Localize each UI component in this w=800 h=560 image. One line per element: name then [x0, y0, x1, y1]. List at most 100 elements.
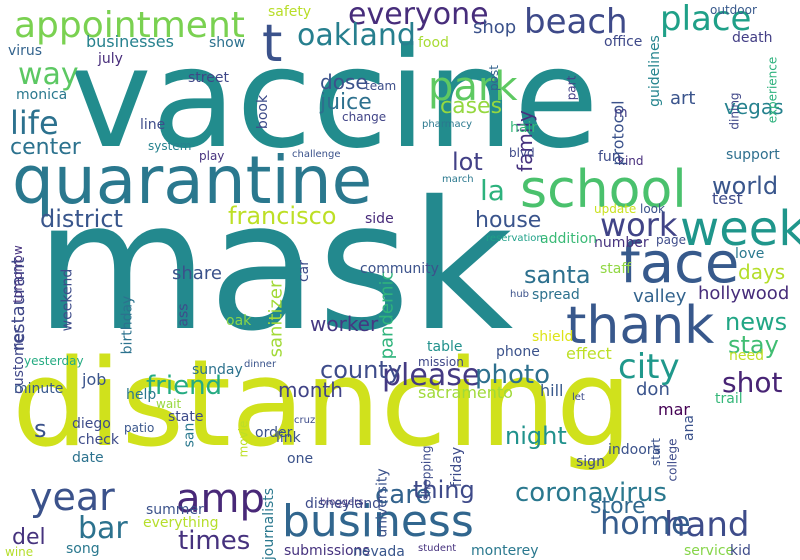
- word-shop: shop: [473, 17, 517, 38]
- word-monterey: monterey: [471, 543, 539, 559]
- word-part: part: [563, 75, 578, 100]
- word-line: line: [140, 117, 166, 133]
- word-link: link: [276, 430, 301, 446]
- word-world: world: [712, 172, 779, 200]
- word-francisco: francisco: [228, 202, 337, 230]
- word-pandemic: pandemic: [375, 270, 397, 359]
- word-outdoor: outdoor: [710, 3, 757, 17]
- word-school: school: [520, 160, 687, 220]
- word-san: san: [180, 422, 197, 447]
- word-student: student: [418, 543, 457, 554]
- word-juice: juice: [320, 90, 372, 115]
- word-show: show: [209, 35, 246, 51]
- word-coronavirus: coronavirus: [515, 478, 667, 508]
- word-share: share: [172, 263, 222, 284]
- word-dining: dining: [727, 91, 742, 130]
- word-days: days: [738, 260, 786, 284]
- word-test: test: [712, 189, 743, 208]
- word-don: don: [636, 379, 670, 400]
- word-change: change: [342, 110, 387, 124]
- word-dinner: dinner: [244, 359, 277, 370]
- word-reservation: reservation: [486, 233, 543, 244]
- word-la: la: [480, 174, 505, 207]
- word-update: update: [594, 202, 637, 216]
- word-friend: friend: [146, 371, 223, 401]
- word-care: care: [375, 480, 432, 510]
- word-kind: kind: [618, 154, 644, 168]
- word-support: support: [726, 147, 780, 163]
- word-journalists: journalists: [261, 487, 278, 560]
- word-look: look: [640, 202, 665, 216]
- word-cases: cases: [440, 94, 503, 119]
- word-spread: spread: [532, 287, 580, 303]
- word-everyone: everyone: [348, 0, 489, 32]
- word-mission: mission: [418, 355, 464, 369]
- word-center: center: [10, 135, 81, 160]
- word-disneyland: disneyland: [305, 496, 382, 512]
- word-valley: valley: [633, 286, 687, 307]
- word-community: community: [360, 261, 439, 277]
- word-santa: santa: [524, 261, 591, 289]
- word-addition: addition: [540, 231, 598, 247]
- word-cruz: cruz: [294, 415, 316, 426]
- word-hollywood: hollywood: [698, 283, 790, 304]
- word-hair: hair: [510, 120, 538, 136]
- word-bar: bar: [78, 511, 128, 546]
- word-safety: safety: [268, 4, 312, 20]
- word-nevada: nevada: [353, 544, 405, 560]
- word-love: love: [735, 246, 765, 262]
- word-art: art: [670, 88, 696, 109]
- word-t: t: [262, 14, 283, 74]
- word-one: one: [287, 451, 314, 467]
- word-store: store: [590, 494, 646, 519]
- word-thank: thank: [566, 296, 715, 356]
- word-times: times: [178, 526, 251, 556]
- word-sign: sign: [576, 454, 605, 470]
- word-let: let: [572, 392, 585, 403]
- word-way: way: [18, 57, 79, 92]
- word-effect: effect: [566, 344, 612, 363]
- word-dose: dose: [320, 70, 368, 94]
- word-number: number: [594, 235, 649, 251]
- word-weekend: weekend: [58, 268, 75, 331]
- word-ass: ass: [175, 302, 192, 327]
- word-car: car: [296, 259, 313, 283]
- word-post: post: [486, 65, 501, 91]
- word-birthday: birthday: [118, 295, 135, 354]
- word-worker: worker: [310, 312, 379, 336]
- word-distancing: distancing: [12, 335, 633, 474]
- word-year: year: [30, 475, 115, 519]
- word-trail: trail: [715, 391, 743, 407]
- word-work: work: [600, 206, 678, 244]
- word-virus: virus: [8, 43, 43, 59]
- word-mar: mar: [658, 400, 690, 419]
- word-district: district: [40, 205, 123, 233]
- word-pharmacy: pharmacy: [422, 119, 473, 130]
- word-please: please: [382, 358, 481, 393]
- word-phone: phone: [496, 344, 540, 360]
- word-shield: shield: [532, 329, 574, 345]
- word-wine: wine: [5, 545, 34, 559]
- word-businesses: businesses: [86, 32, 174, 51]
- word-hill: hill: [540, 381, 564, 400]
- word-march: march: [442, 174, 474, 185]
- word-del: del: [12, 525, 46, 550]
- word-everything: everything: [143, 515, 219, 531]
- word-vegas: vegas: [724, 95, 784, 119]
- word-life: life: [10, 104, 59, 142]
- word-appointment: appointment: [14, 5, 245, 46]
- word-death: death: [732, 30, 773, 46]
- word-fun: fun: [598, 149, 621, 165]
- word-hub: hub: [510, 289, 530, 300]
- word-photo: photo: [475, 360, 550, 390]
- word-thing: thing: [413, 476, 475, 504]
- word-guidelines: guidelines: [646, 35, 663, 107]
- word-blvd: blvd: [509, 146, 535, 160]
- word-news: news: [725, 308, 788, 336]
- word-shot: shot: [722, 366, 783, 399]
- word-sunday: sunday: [192, 362, 243, 378]
- word-side: side: [365, 211, 394, 227]
- word-yesterday: yesterday: [24, 354, 84, 368]
- word-submissions: submissions: [284, 543, 370, 559]
- word-monica: monica: [16, 87, 68, 103]
